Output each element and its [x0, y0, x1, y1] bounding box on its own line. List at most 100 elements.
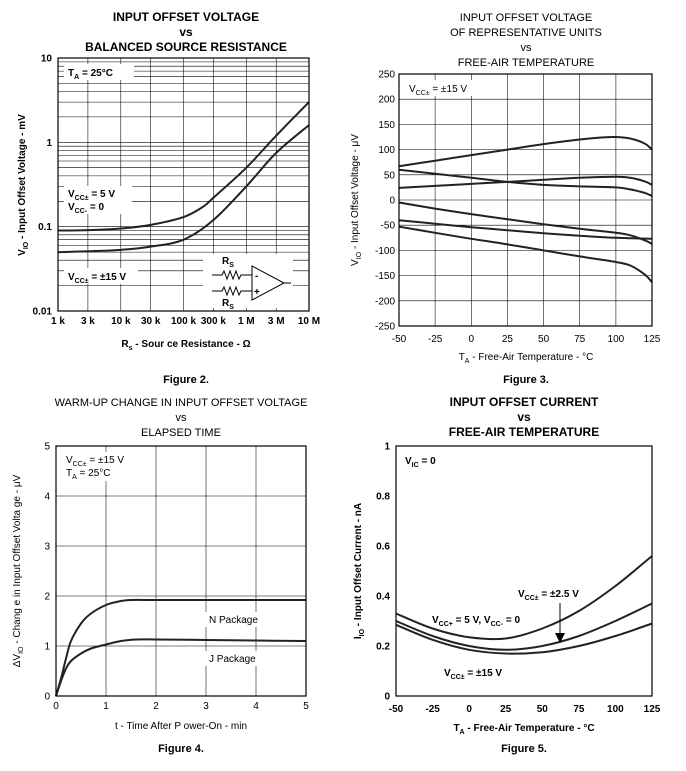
y-tick-label: 200	[378, 95, 395, 106]
y-tick-label: 1	[44, 642, 50, 653]
fig4-n-package-label: N Package	[209, 615, 258, 626]
series-line-2	[55, 638, 307, 697]
rs-bottom-label: RS	[222, 298, 234, 311]
fig3-title: INPUT OFFSET VOLTAGE	[460, 12, 592, 24]
y-tick-label: -100	[375, 246, 395, 257]
fig3-vcc-box	[405, 80, 481, 96]
x-tick-label: -25	[428, 334, 443, 345]
fig3-caption: Figure 3.	[503, 374, 549, 386]
x-tick-label: 300 k	[201, 316, 226, 327]
x-tick-label: 100	[607, 704, 624, 715]
fig3-y-axis-label: VIO - Input Offset Voltage - μV	[350, 134, 363, 266]
y-tick-label: 100	[378, 145, 395, 156]
fig4-grid	[55, 445, 307, 697]
fig2-x-axis-label: Rs - Sour ce Resistance - Ω	[121, 339, 250, 352]
x-tick-label: 100	[608, 334, 625, 345]
series-line-1	[55, 598, 306, 697]
series-line-2	[398, 168, 653, 197]
x-tick-label: 3 k	[81, 316, 95, 327]
figure-3-chart: INPUT OFFSET VOLTAGE OF REPRESENTATIVE U…	[350, 12, 661, 386]
y-tick-label: -150	[375, 271, 395, 282]
fig3-title-2: OF REPRESENTATIVE UNITS	[450, 27, 602, 39]
fig2-title: INPUT OFFSET VOLTAGE	[113, 10, 259, 24]
x-tick-label: 25	[500, 704, 512, 715]
figure-4-chart: WARM-UP CHANGE IN INPUT OFFSET VOLTAGE v…	[12, 397, 309, 755]
x-tick-label: 0	[466, 704, 472, 715]
fig5-vcc25-label: VCC± = ±2.5 V	[518, 589, 579, 602]
x-tick-label: 75	[574, 334, 586, 345]
x-tick-label: 3	[203, 701, 209, 712]
series-line-1	[57, 101, 310, 232]
fig4-subtitle: ELAPSED TIME	[141, 427, 221, 439]
series-line-2	[57, 124, 310, 254]
fig4-curves	[55, 598, 307, 697]
fig5-vic-label: VIC = 0	[405, 456, 436, 469]
fig4-y-axis-label: ΔVIO - Chang e in Input Offset Volta ge …	[12, 474, 25, 667]
fig4-ta-label: TA = 25°C	[66, 468, 111, 481]
fig5-plot-frame	[395, 445, 653, 697]
y-tick-label: 150	[378, 120, 395, 131]
fig2-caption: Figure 2.	[163, 374, 209, 386]
fig2-ta-box	[64, 64, 134, 80]
y-tick-label: 2	[44, 592, 50, 603]
x-tick-label: 0	[469, 334, 475, 345]
x-tick-label: 50	[538, 334, 550, 345]
fig4-x-ticks: 0 1 2 3 4 5	[53, 701, 309, 712]
x-tick-label: -25	[425, 704, 440, 715]
y-tick-label: 0.4	[376, 592, 390, 603]
fig3-subtitle: FREE-AIR TEMPERATURE	[458, 57, 595, 69]
fig5-vcc15-label: VCC± = ±15 V	[444, 668, 502, 681]
fig3-y-ticks: 250 200 150 100 50 0 -50 -100 -150 -200 -250	[375, 70, 395, 333]
x-tick-label: 1 M	[238, 316, 255, 327]
fig4-title-vs: vs	[176, 412, 188, 424]
y-tick-label: 0	[389, 196, 395, 207]
x-tick-label: -50	[392, 334, 407, 345]
fig4-x-axis-label: t - Time After P ower-On - min	[115, 721, 247, 732]
fig2-y-ticks: 0.01 0.1 1 10	[33, 54, 53, 318]
opamp-triangle-icon	[251, 265, 286, 301]
series-line-6	[398, 225, 653, 283]
x-tick-label: 10 M	[298, 316, 320, 327]
y-tick-label: 1	[384, 442, 390, 453]
series-line-5	[398, 219, 653, 240]
series-line-3	[395, 622, 653, 655]
y-tick-label: 3	[44, 542, 50, 553]
y-tick-label: -200	[375, 296, 395, 307]
y-tick-label: 250	[378, 70, 395, 81]
fig4-y-ticks: 0 1 2 3 4 5	[44, 442, 50, 703]
fig2-y-axis-label: VIO - Input Offset Voltage - mV	[17, 114, 30, 256]
fig5-arrow-head-icon	[555, 633, 565, 643]
x-tick-label: 25	[502, 334, 514, 345]
series-line-2	[395, 602, 653, 651]
fig2-ta-label: TA = 25°C	[68, 68, 113, 81]
x-tick-label: 1	[103, 701, 109, 712]
fig2-plot-frame	[57, 57, 310, 312]
fig2-vcc5-label-b: VCC- = 0	[68, 202, 105, 215]
x-tick-label: 10 k	[111, 316, 131, 327]
fig5-title-vs: vs	[517, 410, 531, 424]
x-tick-label: 125	[644, 334, 661, 345]
fig3-plot-frame	[398, 73, 653, 327]
x-tick-label: 1 k	[51, 316, 65, 327]
y-tick-label: 10	[41, 54, 53, 65]
fig2-vcc5-label-a: VCC± = 5 V	[68, 189, 115, 202]
x-tick-label: 125	[644, 704, 661, 715]
fig2-vcc15-box	[64, 268, 138, 284]
x-tick-label: 3 M	[268, 316, 285, 327]
fig4-caption: Figure 4.	[158, 743, 204, 755]
fig4-jpkg-box	[204, 651, 264, 666]
fig2-curves	[57, 101, 310, 254]
fig5-title: INPUT OFFSET CURRENT	[450, 395, 599, 409]
fig3-curves	[398, 135, 653, 283]
y-tick-label: 4	[44, 492, 50, 503]
series-line-1	[398, 135, 653, 168]
y-tick-label: -250	[375, 322, 395, 333]
x-tick-label: 5	[303, 701, 309, 712]
fig4-j-package-label: J Package	[209, 654, 256, 665]
y-tick-label: 0.6	[376, 542, 390, 553]
figure-5-chart: INPUT OFFSET CURRENT vs FREE-AIR TEMPERA…	[353, 395, 661, 755]
fig2-vcc5-box	[64, 186, 132, 214]
fig4-vcc-label: VCC± = ±15 V	[66, 455, 124, 468]
fig2-opamp-schematic: RS RS - +	[203, 254, 293, 311]
